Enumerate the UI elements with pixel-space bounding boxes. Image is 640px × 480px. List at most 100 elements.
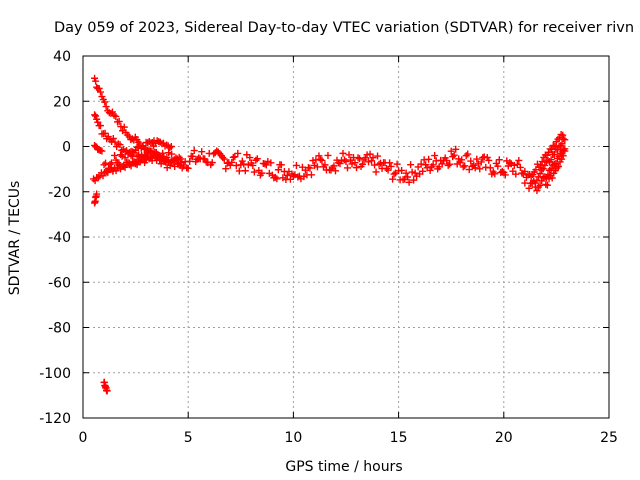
data-point-marker xyxy=(142,156,150,164)
data-point-marker xyxy=(446,160,454,168)
data-point-marker xyxy=(467,157,475,165)
data-point-marker xyxy=(219,154,227,162)
x-tick-label: 0 xyxy=(79,430,88,446)
data-point-marker xyxy=(422,161,430,169)
data-point-marker xyxy=(98,147,106,155)
data-point-marker xyxy=(444,161,452,169)
data-point-marker xyxy=(369,154,377,162)
data-point-marker xyxy=(198,148,206,156)
data-point-marker xyxy=(252,156,260,164)
data-point-marker xyxy=(485,156,493,164)
data-point-marker xyxy=(90,175,98,183)
data-point-marker xyxy=(353,164,361,172)
x-tick-label: 20 xyxy=(495,430,513,446)
data-point-marker xyxy=(512,170,520,178)
data-point-marker xyxy=(94,173,102,181)
data-point-marker xyxy=(473,155,481,163)
data-point-marker xyxy=(515,156,523,164)
data-point-marker xyxy=(356,155,364,163)
data-point-marker xyxy=(486,164,494,172)
series-low-start xyxy=(91,190,101,207)
data-point-marker xyxy=(431,152,439,160)
data-point-marker xyxy=(235,167,243,175)
data-point-marker xyxy=(516,163,524,171)
data-point-marker xyxy=(95,84,103,92)
data-point-marker xyxy=(459,163,467,171)
data-point-marker xyxy=(190,147,198,155)
data-point-marker xyxy=(344,164,352,172)
data-point-marker xyxy=(452,145,460,153)
data-point-marker xyxy=(561,136,569,144)
data-point-marker xyxy=(539,165,547,173)
data-point-marker xyxy=(419,167,427,175)
series-end-rise-3 xyxy=(531,145,569,194)
data-point-marker xyxy=(189,152,197,160)
data-point-marker xyxy=(386,159,394,167)
data-point-marker xyxy=(330,162,338,170)
y-tick-label: 40 xyxy=(53,49,71,65)
data-point-marker xyxy=(97,122,105,130)
data-point-marker xyxy=(351,159,359,167)
data-point-marker xyxy=(533,186,541,194)
y-tick-label: 20 xyxy=(53,94,71,110)
data-point-marker xyxy=(404,173,412,181)
data-point-marker xyxy=(93,190,101,198)
series-main-band xyxy=(100,142,529,186)
data-point-marker xyxy=(145,137,153,145)
data-point-marker xyxy=(501,171,509,179)
data-point-marker xyxy=(91,111,99,119)
data-point-marker xyxy=(176,161,184,169)
data-point-marker xyxy=(253,155,261,163)
data-point-marker xyxy=(476,165,484,173)
data-point-marker xyxy=(402,169,410,177)
data-point-marker xyxy=(411,169,419,177)
data-point-marker xyxy=(292,161,300,169)
data-point-marker xyxy=(555,163,563,171)
data-point-marker xyxy=(545,148,553,156)
data-point-marker xyxy=(208,159,216,167)
data-point-marker xyxy=(121,154,129,162)
data-point-marker xyxy=(184,164,192,172)
data-point-marker xyxy=(250,168,258,176)
data-point-marker xyxy=(102,159,110,167)
data-point-marker xyxy=(521,167,529,175)
data-point-marker xyxy=(547,156,555,164)
data-point-marker xyxy=(553,164,561,172)
data-point-marker xyxy=(289,172,297,180)
y-tick-label: -40 xyxy=(48,230,71,246)
x-tick-label: 15 xyxy=(390,430,408,446)
data-point-marker xyxy=(538,166,546,174)
data-point-marker xyxy=(153,137,161,145)
data-point-marker xyxy=(345,151,353,159)
data-point-marker xyxy=(318,156,326,164)
data-point-marker xyxy=(450,151,458,159)
data-point-marker xyxy=(321,161,329,169)
data-point-marker xyxy=(368,157,376,165)
data-point-marker xyxy=(339,149,347,157)
series-end-rise-4 xyxy=(542,147,569,189)
data-point-marker xyxy=(558,140,566,148)
y-tick-label: -120 xyxy=(39,411,71,427)
x-axis-label: GPS time / hours xyxy=(285,459,402,475)
data-point-marker xyxy=(283,171,291,179)
data-point-marker xyxy=(186,157,194,165)
y-tick-label: -80 xyxy=(48,321,71,337)
data-point-marker xyxy=(167,143,175,150)
data-point-marker xyxy=(271,173,279,181)
data-point-marker xyxy=(168,150,176,158)
data-point-marker xyxy=(116,141,124,149)
data-point-marker xyxy=(398,166,406,174)
data-point-marker xyxy=(559,131,567,139)
data-point-marker xyxy=(111,151,119,159)
axis-ticks: 0 5 10 15 20 25 -120 -100 -80 -60 -40 -20 0 20 40 xyxy=(39,49,618,446)
data-point-marker xyxy=(541,161,549,169)
data-point-marker xyxy=(374,152,382,160)
data-point-marker xyxy=(316,155,324,163)
data-point-marker xyxy=(178,158,186,166)
grid-lines xyxy=(83,56,609,418)
data-point-marker xyxy=(228,158,236,166)
data-point-marker xyxy=(220,155,228,163)
data-point-marker xyxy=(315,152,323,160)
data-point-marker xyxy=(163,156,171,164)
